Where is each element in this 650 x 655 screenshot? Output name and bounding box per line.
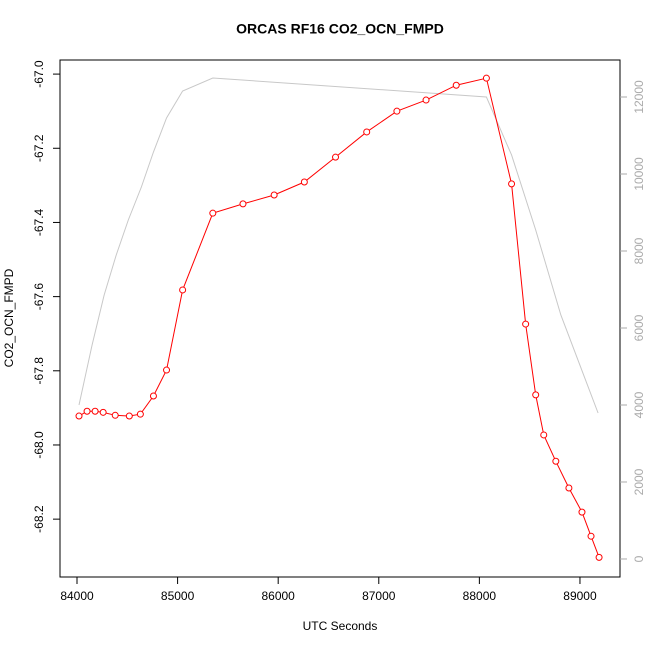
y2-tick-label: 2000	[632, 468, 646, 495]
y2-tick-label: 4000	[632, 391, 646, 418]
y2-tick-label: 8000	[632, 237, 646, 264]
point	[363, 128, 371, 136]
y-tick-label: -68.0	[32, 431, 46, 459]
point	[270, 191, 278, 199]
y2-tick-label: 10000	[632, 157, 646, 191]
y2-tick-label: 12000	[632, 80, 646, 114]
point	[111, 411, 119, 419]
y-tick-label: -67.2	[32, 134, 46, 162]
point	[422, 96, 430, 104]
point	[565, 484, 573, 492]
point	[393, 107, 401, 115]
point	[578, 508, 586, 516]
point	[595, 553, 603, 561]
point	[239, 200, 247, 208]
plot-frame	[59, 59, 621, 578]
x-tick-label: 86000	[261, 589, 295, 603]
point	[332, 153, 340, 161]
point	[540, 431, 548, 439]
point	[552, 457, 560, 465]
y-tick-label: -67.6	[32, 283, 46, 311]
x-tick-label: 87000	[362, 589, 396, 603]
point	[149, 392, 157, 400]
y-axis-label: CO2_OCN_FMPD	[2, 268, 16, 367]
series-line	[78, 77, 599, 414]
point	[522, 320, 530, 328]
point	[136, 410, 144, 418]
point	[163, 366, 171, 374]
y-tick-label: -68.2	[32, 505, 46, 533]
x-axis-label: UTC Seconds	[303, 619, 378, 633]
y-tick-label: -67.0	[32, 60, 46, 88]
chart-title: ORCAS RF16 CO2_OCN_FMPD	[236, 21, 444, 37]
x-tick-label: 89000	[563, 589, 597, 603]
point	[482, 74, 490, 82]
point	[99, 408, 107, 416]
series-line	[78, 77, 600, 558]
point	[91, 407, 99, 415]
x-tick-label: 84000	[60, 589, 94, 603]
point	[83, 407, 91, 415]
y2-tick-label: 0	[632, 555, 646, 562]
x-tick-label: 85000	[161, 589, 195, 603]
x-tick-label: 88000	[463, 589, 497, 603]
point	[179, 286, 187, 294]
point	[532, 391, 540, 399]
y-tick-label: -67.8	[32, 357, 46, 385]
point	[587, 532, 595, 540]
y-tick-label: -67.4	[32, 208, 46, 236]
point	[209, 209, 217, 217]
point	[300, 178, 308, 186]
point	[125, 412, 133, 420]
y2-tick-label: 6000	[632, 314, 646, 341]
point	[75, 412, 83, 420]
point	[508, 180, 516, 188]
point	[452, 81, 460, 89]
